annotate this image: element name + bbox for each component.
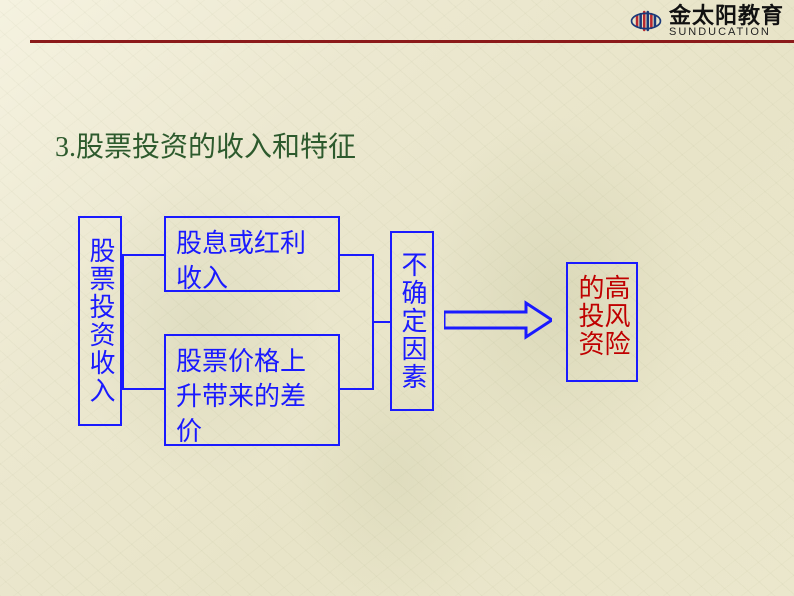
logo-text-en: SUNDUCATION xyxy=(669,27,784,38)
connector-line xyxy=(372,321,390,323)
box-uncertain: 不确定因素 xyxy=(390,231,434,411)
box-dividend: 股息或红利收入 xyxy=(164,216,340,292)
box-income: 股票投资收入 xyxy=(78,216,122,426)
slide-title: 3.股票投资的收入和特征 xyxy=(55,125,356,165)
connector-line xyxy=(122,254,124,390)
logo-text-cn: 金太阳教育 xyxy=(669,5,784,27)
logo-icon xyxy=(629,4,663,38)
connector-line xyxy=(122,388,164,390)
box-spread: 股票价格上升带来的差价 xyxy=(164,334,340,446)
connector-line xyxy=(340,254,372,256)
connector-line xyxy=(122,254,164,256)
top-rule xyxy=(30,40,794,43)
arrow-icon xyxy=(444,299,552,341)
connector-line xyxy=(340,388,372,390)
box-risk: 高风险的投资 xyxy=(566,262,638,382)
logo: 金太阳教育 SUNDUCATION xyxy=(629,4,784,38)
